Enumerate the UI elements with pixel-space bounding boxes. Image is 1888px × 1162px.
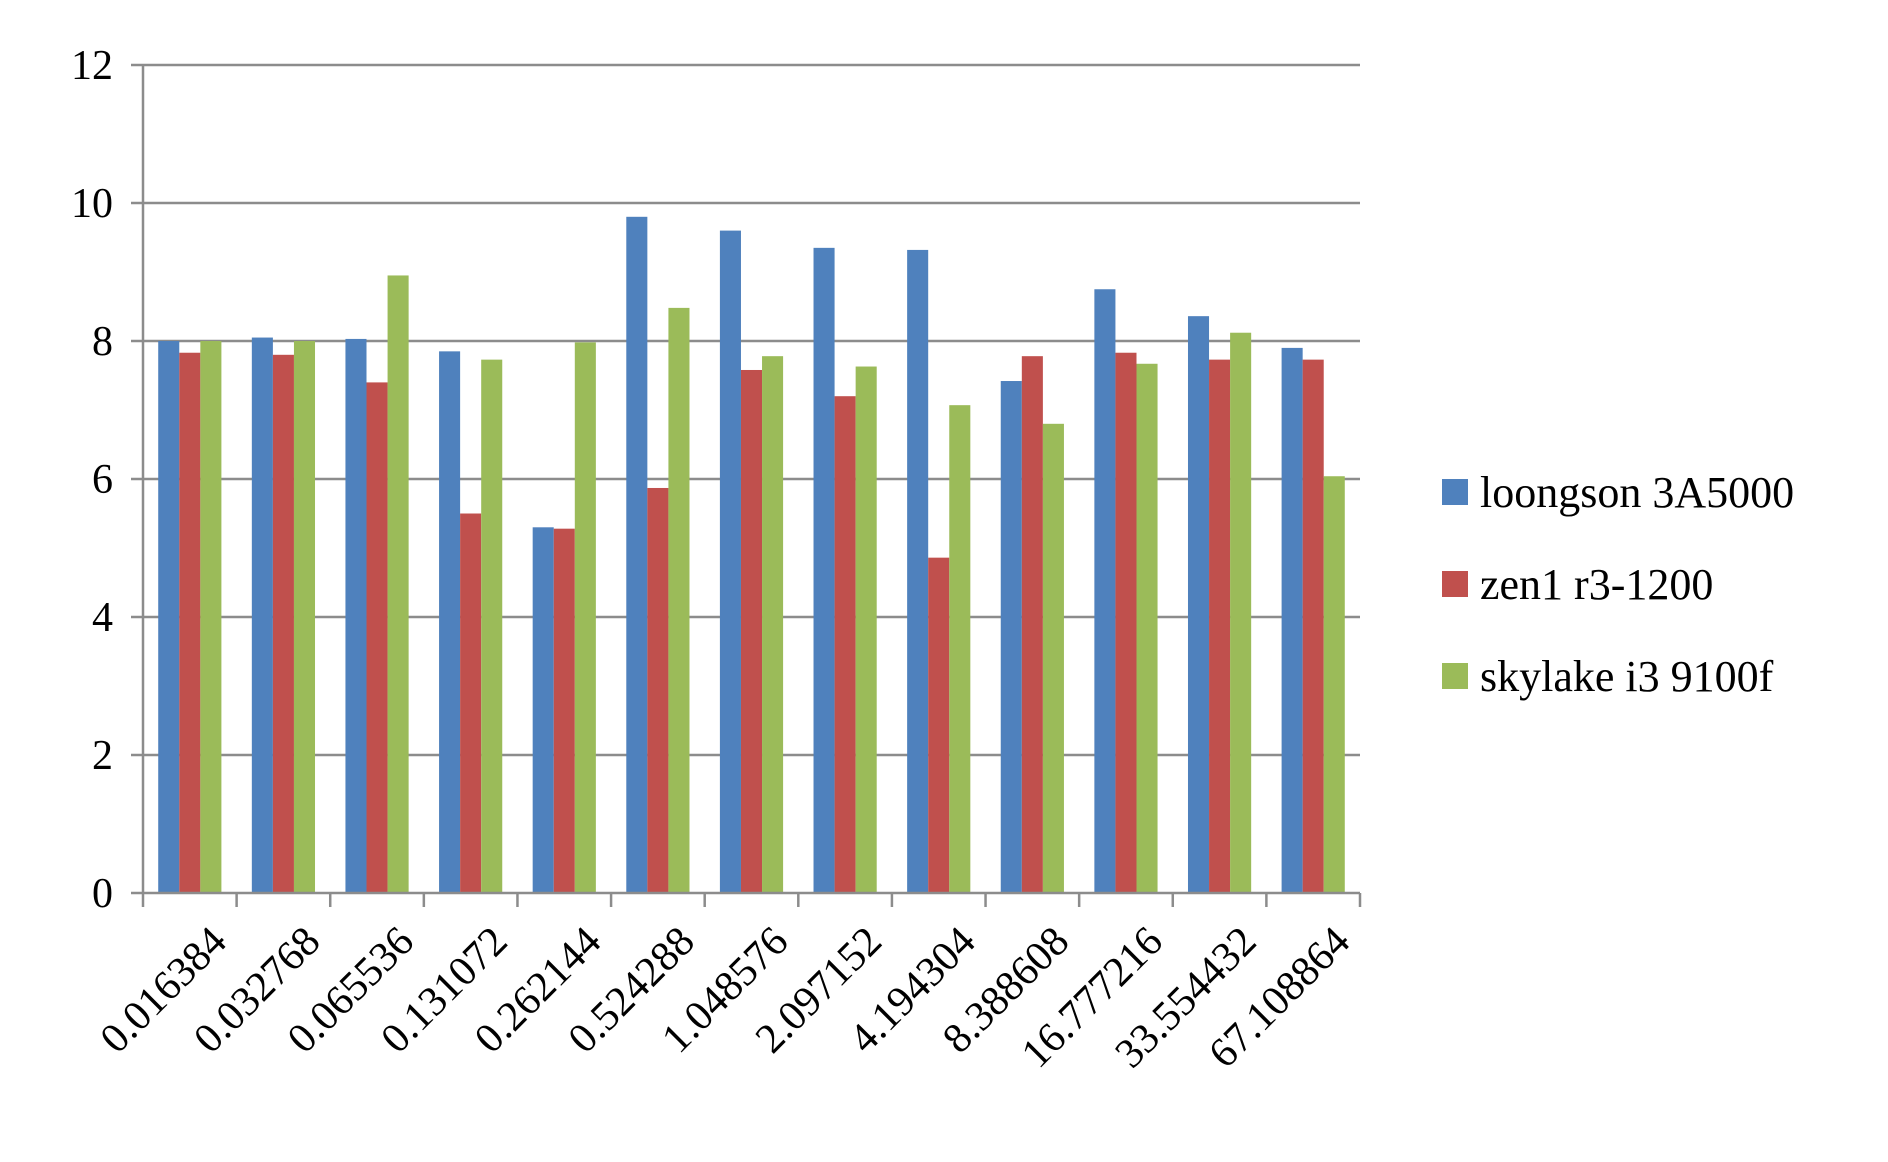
bar-2-3 — [366, 382, 388, 893]
y-tick-label: 6 — [92, 457, 113, 503]
y-tick-label: 4 — [92, 595, 113, 641]
bar-3-8 — [855, 366, 877, 893]
bar-3-4 — [481, 359, 503, 893]
bar-3-1 — [200, 341, 222, 893]
bar-1-4 — [439, 351, 461, 894]
bar-2-1 — [179, 352, 201, 894]
axes — [131, 63, 1362, 907]
legend-swatch — [1442, 571, 1468, 597]
bar-2-2 — [272, 354, 294, 893]
legend-label: zen1 r3-1200 — [1480, 560, 1713, 609]
bar-3-10 — [1042, 423, 1064, 893]
legend-swatch — [1442, 479, 1468, 505]
bar-1-11 — [1094, 289, 1116, 893]
bar-1-7 — [719, 230, 741, 894]
bar-2-8 — [834, 396, 856, 893]
x-axis-ticks: 0.0163840.0327680.0655360.1310720.262144… — [92, 918, 1359, 1077]
y-tick-label: 0 — [92, 871, 113, 917]
bars — [158, 216, 1345, 894]
y-tick-label: 12 — [71, 43, 113, 89]
bar-1-13 — [1281, 347, 1303, 893]
bar-1-9 — [907, 249, 929, 894]
bar-3-11 — [1136, 363, 1158, 893]
bar-3-12 — [1230, 332, 1252, 894]
y-tick-label: 8 — [92, 319, 113, 365]
bar-2-10 — [1021, 356, 1043, 893]
bar-1-5 — [532, 527, 554, 893]
bar-3-7 — [762, 356, 784, 893]
bar-1-10 — [1000, 381, 1022, 893]
legend-label: skylake i3 9100f — [1480, 652, 1774, 701]
bar-3-2 — [293, 341, 316, 893]
bar-3-3 — [387, 275, 409, 893]
y-axis-ticks: 0 2 4 6 8 10 12 — [71, 43, 113, 917]
bar-1-1 — [158, 341, 180, 893]
legend-swatch — [1442, 663, 1468, 689]
bar-2-6 — [647, 487, 669, 893]
legend-label: loongson 3A5000 — [1480, 468, 1794, 517]
bar-3-9 — [949, 405, 971, 893]
bar-2-7 — [740, 369, 763, 894]
legend: loongson 3A5000 zen1 r3-1200 skylake i3 91… — [1442, 468, 1794, 701]
bar-2-12 — [1209, 359, 1231, 893]
bar-1-6 — [626, 216, 648, 894]
bar-1-12 — [1187, 316, 1210, 893]
bar-2-5 — [553, 528, 575, 893]
bar-1-2 — [251, 337, 273, 893]
y-tick-label: 10 — [71, 181, 113, 227]
bar-1-8 — [813, 247, 835, 894]
bar-2-13 — [1302, 359, 1324, 893]
bar-1-3 — [345, 338, 367, 893]
bar-3-13 — [1323, 476, 1345, 893]
bar-2-9 — [928, 557, 950, 893]
y-tick-label: 2 — [92, 733, 113, 779]
bar-3-5 — [574, 342, 596, 893]
bar-2-4 — [460, 513, 482, 893]
bar-2-11 — [1115, 352, 1137, 894]
bar-3-6 — [668, 307, 690, 893]
